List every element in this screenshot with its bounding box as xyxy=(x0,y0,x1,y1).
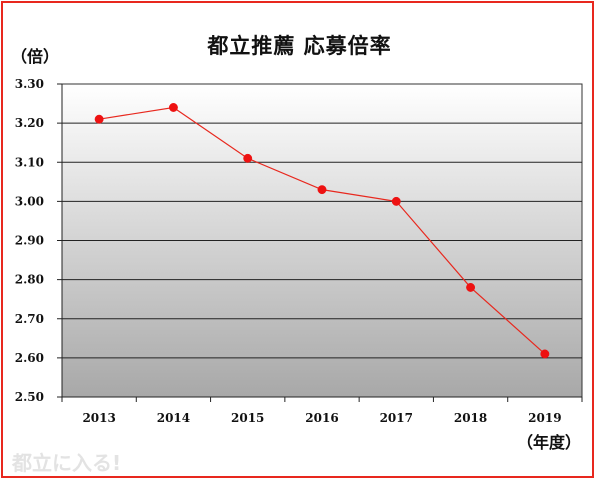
y-tick-label: 2.80 xyxy=(15,273,44,287)
y-tick-label: 3.30 xyxy=(15,77,44,91)
data-point xyxy=(466,283,476,292)
watermark: 都立に入る! xyxy=(12,451,122,475)
y-axis-unit-label: （倍） xyxy=(11,47,60,66)
x-tick-label: 2014 xyxy=(157,411,190,425)
y-tick-label: 3.20 xyxy=(15,116,44,130)
data-point xyxy=(168,103,178,112)
chart-title: 都立推薦 応募倍率 xyxy=(207,33,392,58)
data-point xyxy=(243,153,253,163)
data-point xyxy=(540,349,550,359)
x-tick-label: 2019 xyxy=(528,411,561,425)
y-tick-label: 2.50 xyxy=(15,390,44,404)
y-tick-label: 2.60 xyxy=(15,351,44,365)
chart-frame xyxy=(1,1,594,478)
x-axis-unit-label: （年度） xyxy=(517,433,582,452)
x-tick-label: 2016 xyxy=(305,411,338,425)
x-tick-label: 2017 xyxy=(380,411,413,425)
y-tick-label: 2.70 xyxy=(15,312,44,326)
data-point xyxy=(317,185,327,195)
data-point xyxy=(391,196,401,206)
y-tick-label: 3.00 xyxy=(15,194,44,208)
x-tick-label: 2015 xyxy=(231,411,264,425)
x-tick-label: 2013 xyxy=(82,411,115,425)
y-tick-label: 3.10 xyxy=(15,155,44,169)
y-tick-label: 2.90 xyxy=(15,234,44,248)
data-point xyxy=(94,114,104,124)
x-tick-label: 2018 xyxy=(454,411,487,425)
